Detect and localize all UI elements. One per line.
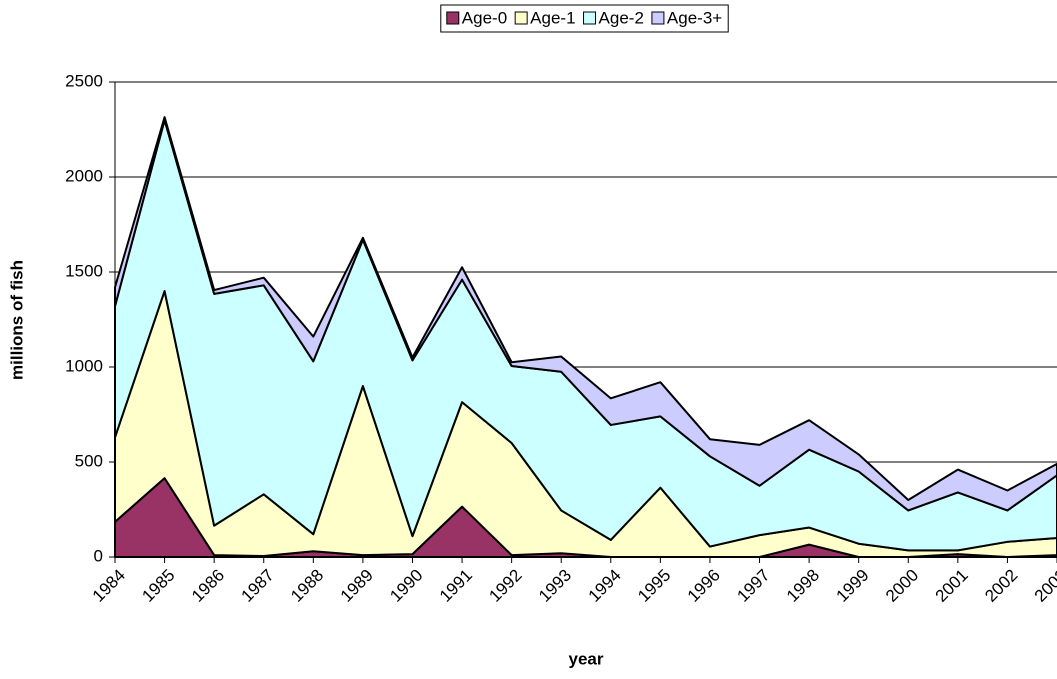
- legend-label: Age-3+: [667, 8, 722, 27]
- y-tick-label: 500: [75, 451, 103, 470]
- x-tick-label: 1985: [138, 566, 178, 606]
- x-tick-label: 1998: [783, 566, 823, 606]
- x-tick-label: 1991: [436, 566, 476, 606]
- x-tick-label: 1997: [733, 566, 773, 606]
- x-tick-label: 1988: [287, 566, 327, 606]
- y-tick-label: 0: [94, 546, 103, 565]
- x-tick-label: 1999: [833, 566, 873, 606]
- area: [114, 119, 1057, 552]
- legend-label: Age-1: [530, 8, 575, 27]
- x-tick-label: 1990: [386, 566, 426, 606]
- y-tick-label: 2500: [65, 71, 103, 90]
- legend-label: Age-0: [462, 8, 507, 27]
- legend-swatch: [651, 11, 665, 25]
- x-tick-label: 1996: [684, 566, 724, 606]
- x-tick-label: 1984: [89, 566, 129, 606]
- y-tick-label: 1500: [65, 261, 103, 280]
- legend-swatch: [583, 11, 597, 25]
- x-tick-label: 2001: [932, 566, 972, 606]
- x-tick-label: 1987: [238, 566, 278, 606]
- x-tick-label: 1995: [634, 566, 674, 606]
- legend-swatch: [446, 11, 460, 25]
- x-tick-label: 2003: [1031, 566, 1057, 606]
- legend-label: Age-2: [599, 8, 644, 27]
- x-tick-label: 2000: [882, 566, 922, 606]
- x-axis-label: year: [569, 649, 604, 668]
- x-tick-label: 1986: [188, 566, 228, 606]
- x-tick-label: 1994: [585, 566, 625, 606]
- x-tick-label: 1993: [535, 566, 575, 606]
- x-tick-label: 1992: [485, 566, 525, 606]
- y-tick-label: 2000: [65, 166, 103, 185]
- y-tick-label: 1000: [65, 356, 103, 375]
- x-tick-label: 1989: [337, 566, 377, 606]
- y-axis-label: millions of fish: [7, 260, 26, 380]
- legend-swatch: [514, 11, 528, 25]
- area: [114, 116, 1057, 512]
- x-tick-label: 2002: [981, 566, 1021, 606]
